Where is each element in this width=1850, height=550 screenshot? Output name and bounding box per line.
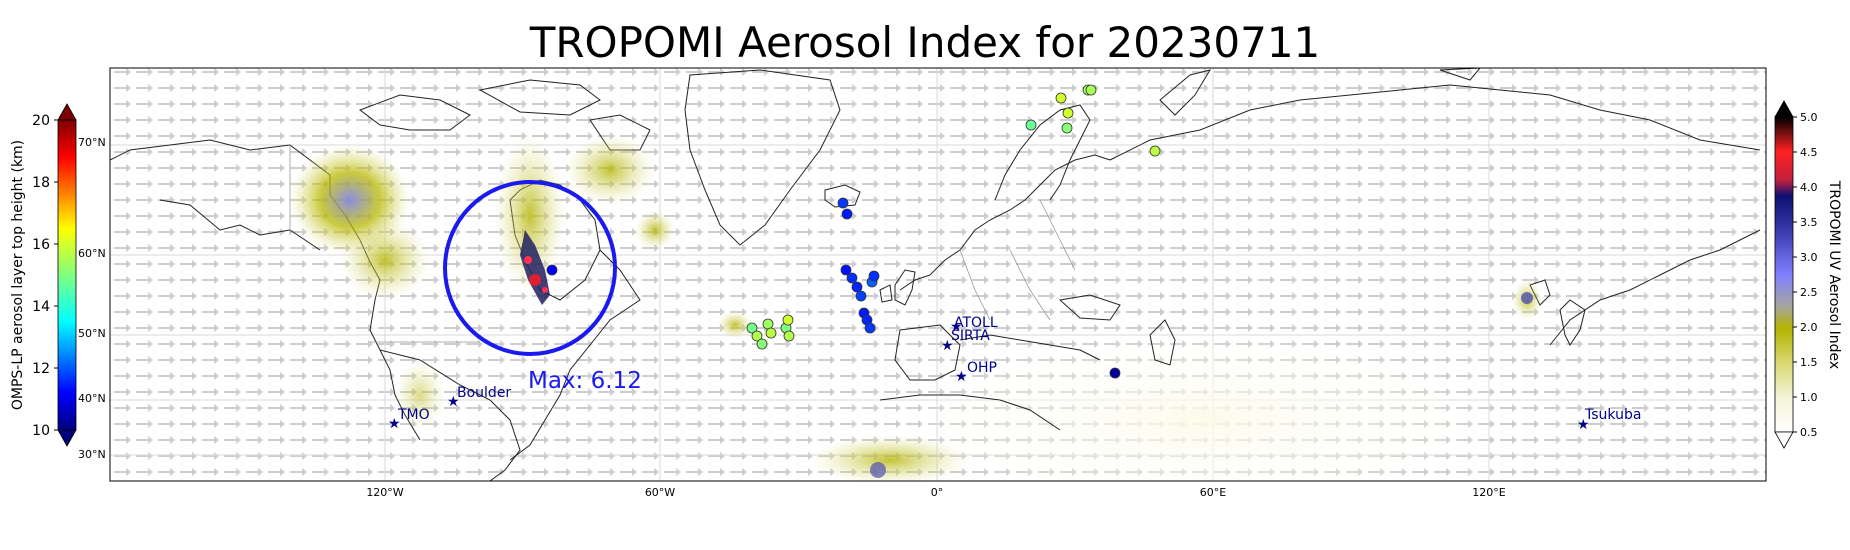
colorbar-tick-label: 18 — [32, 175, 50, 191]
site-label: ATOLL — [954, 315, 998, 331]
svg-text:★: ★ — [1577, 417, 1590, 433]
lon-tick: 120°W — [366, 486, 403, 499]
colorbar-tick-label: 10 — [32, 423, 50, 439]
colorbar-tick-label: 3.5 — [1800, 216, 1818, 229]
colorbar-tick-label: 16 — [32, 237, 50, 253]
svg-text:★: ★ — [950, 319, 963, 335]
omps-point — [840, 264, 852, 276]
omps-point — [762, 318, 774, 330]
max-ai-label: Max: 6.12 — [528, 368, 642, 394]
colorbar-tick-label: 1.5 — [1800, 356, 1818, 369]
lon-tick: 120°E — [1472, 486, 1505, 499]
colorbar-tick-label: 4.0 — [1800, 181, 1818, 194]
omps-point — [765, 327, 777, 339]
omps-point — [782, 314, 794, 326]
omps-point — [1149, 145, 1161, 157]
omps-point — [546, 264, 558, 276]
site-boulder: ★ Boulder — [447, 385, 511, 410]
omps-point — [1109, 367, 1121, 379]
colorbar-tick-label: 4.5 — [1800, 146, 1818, 159]
colorbar-tick-label: 2.0 — [1800, 321, 1818, 334]
site-atoll: ★ ATOLL — [950, 315, 998, 335]
site-tmo: ★ TMO — [388, 407, 430, 432]
lat-tick: 70°N — [78, 136, 106, 149]
lat-tick: 30°N — [78, 448, 106, 461]
colorbar-tick-label: 12 — [32, 361, 50, 377]
site-label: TMO — [397, 407, 430, 423]
omps-point — [1062, 107, 1074, 119]
colorbar-tick-label: 1.0 — [1800, 391, 1818, 404]
aerosol-plumes — [290, 135, 1542, 481]
colorbar-tick-label: 20 — [32, 113, 50, 129]
map-frame — [109, 67, 1767, 482]
lat-tick: 60°N — [78, 247, 106, 260]
omps-point — [868, 270, 880, 282]
omps-point — [1061, 122, 1073, 134]
omps-point — [846, 272, 858, 284]
longitude-ticks: 120°W 60°W 0° 60°E 120°E — [366, 486, 1505, 499]
site-tsukuba: ★ Tsukuba — [1577, 407, 1641, 433]
svg-text:★: ★ — [388, 416, 401, 432]
site-label: Boulder — [457, 385, 511, 401]
omps-point — [837, 197, 849, 209]
svg-text:★: ★ — [941, 338, 954, 354]
site-label: OHP — [967, 360, 997, 376]
omps-colorbar-label: OMPS-LP aerosol layer top height (km) — [10, 140, 26, 410]
omps-point — [841, 208, 853, 220]
omps-colorbar: 20 18 16 14 12 10 70°N 60°N 50°N 40°N 30°N OM… — [10, 103, 106, 461]
borders — [289, 145, 1076, 343]
colorbar-tick-label: 14 — [32, 299, 50, 315]
omps-point — [783, 330, 795, 342]
map-title: TROPOMI Aerosol Index for 20230711 — [529, 18, 1321, 67]
omps-lp-points — [546, 84, 1161, 379]
svg-text:★: ★ — [955, 369, 968, 385]
lat-tick: 40°N — [78, 392, 106, 405]
colorbar-tick-label: 3.0 — [1800, 251, 1818, 264]
omps-point — [1025, 119, 1037, 131]
colorbar-tick-label: 2.5 — [1800, 286, 1818, 299]
omps-point — [751, 330, 763, 342]
lon-tick: 0° — [931, 486, 944, 499]
site-label: Tsukuba — [1584, 407, 1641, 423]
omps-point — [1055, 92, 1067, 104]
ai-colorbar-label: TROPOMI UV Aerosol Index — [1826, 180, 1842, 369]
lon-tick: 60°E — [1200, 486, 1226, 499]
colorbar-tick-label: 0.5 — [1800, 426, 1818, 439]
omps-point — [756, 338, 768, 350]
omps-point — [851, 281, 863, 293]
ai-colorbar: 5.0 4.5 4.0 3.5 3.0 2.5 2.0 1.5 1.0 0.5 TROPOMI U… — [1774, 100, 1842, 449]
colorbar-tick-label: 5.0 — [1800, 111, 1818, 124]
site-label: SIRTA — [951, 328, 990, 344]
omps-point — [1085, 84, 1097, 96]
max-ai-circle — [443, 180, 617, 356]
omps-point — [864, 322, 876, 334]
lon-tick: 60°W — [645, 486, 675, 499]
site-sirta: ★ SIRTA — [941, 328, 990, 354]
site-ohp: ★ OHP — [955, 360, 997, 385]
svg-text:★: ★ — [447, 394, 460, 410]
omps-point — [746, 322, 758, 334]
omps-point — [855, 290, 867, 302]
lat-tick: 50°N — [78, 327, 106, 340]
aerosol-haze — [900, 330, 1500, 481]
stations: ★ ATOLL ★ SIRTA ★ OHP ★ Boulder ★ TMO ★ … — [388, 315, 1641, 433]
